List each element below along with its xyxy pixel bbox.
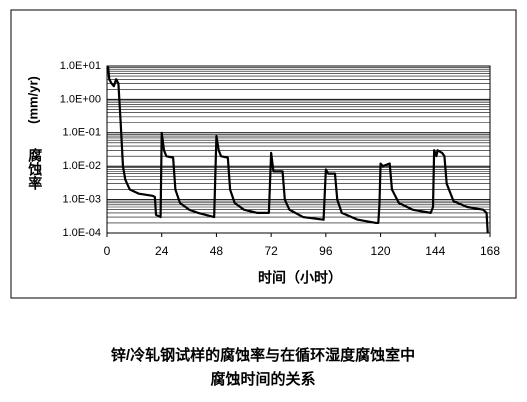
x-tick-label: 48: [210, 244, 224, 258]
y-tick-label: 1.0E-02: [62, 160, 101, 172]
y-tick-label: 1.0E-01: [62, 127, 101, 139]
y-tick-label: 1.0E-04: [62, 227, 101, 239]
caption-line: 腐蚀时间的关系: [210, 370, 315, 388]
x-tick-label: 144: [425, 244, 445, 258]
chart-frame: [10, 9, 517, 299]
y-tick-label: 1.0E+01: [60, 60, 101, 72]
x-tick-label: 120: [371, 244, 391, 258]
x-tick-label: 96: [319, 244, 333, 258]
y-tick-label: 1.0E-03: [62, 194, 101, 206]
x-axis-label: 时间（小时）: [258, 270, 342, 286]
caption-line: 锌/冷轧钢试样的腐蚀率与在循环湿度腐蚀室中: [111, 346, 415, 364]
y-axis-unit: (mm/yr): [25, 76, 40, 124]
plot-frame: [106, 65, 491, 234]
x-tick-label: 24: [155, 244, 169, 258]
x-tick-label: 0: [104, 244, 111, 258]
y-tick-label: 1.0E+00: [60, 93, 101, 105]
y-axis-label: 腐蚀率: [27, 147, 43, 191]
x-tick-label: 168: [480, 244, 500, 258]
data-line: [106, 66, 489, 234]
x-tick-label: 72: [264, 244, 278, 258]
